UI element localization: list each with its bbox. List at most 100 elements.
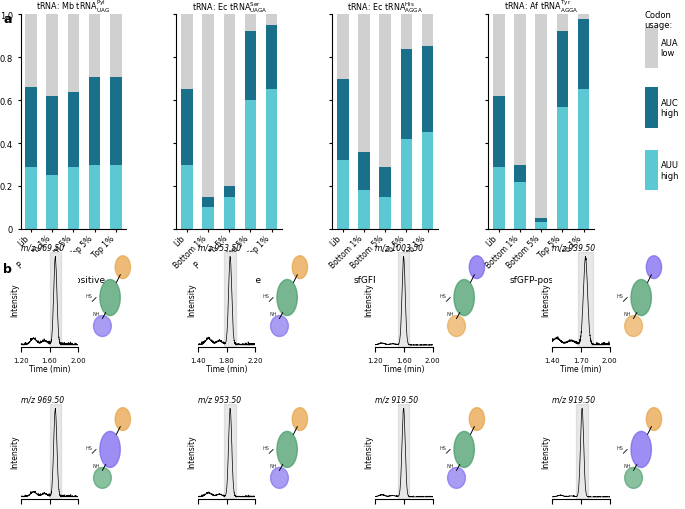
Ellipse shape [271, 316, 288, 337]
Bar [25, 15, 37, 88]
Text: HS: HS [86, 445, 92, 450]
Title: Synthetase: MbPylRS
tRNA: Mb tRNA$^{\rm Pyl}_{\rm UAG}$: Synthetase: MbPylRS tRNA: Mb tRNA$^{\rm … [31, 0, 116, 15]
Title: Synthetase: EcSerRS
tRNA: Ec tRNA$^{\rm Ser}_{\rm UAGA}$: Synthetase: EcSerRS tRNA: Ec tRNA$^{\rm … [188, 0, 271, 15]
Text: NH: NH [92, 463, 100, 468]
Y-axis label: Intensity: Intensity [10, 283, 19, 317]
Ellipse shape [271, 468, 288, 489]
Y-axis label: Intensity: Intensity [364, 435, 373, 468]
Y-axis label: Intensity: Intensity [541, 435, 550, 468]
Circle shape [115, 257, 130, 279]
Bar [225, 252, 236, 347]
Bar [514, 182, 526, 230]
Ellipse shape [631, 280, 651, 316]
Text: m/z 939.50: m/z 939.50 [551, 243, 595, 252]
Bar [47, 176, 58, 230]
Text: m/z 919.50: m/z 919.50 [375, 395, 418, 404]
Ellipse shape [100, 280, 121, 316]
Bar [398, 252, 410, 347]
Bar [110, 77, 121, 165]
Ellipse shape [454, 280, 474, 316]
Ellipse shape [100, 432, 121, 468]
Bar [68, 92, 79, 167]
Bar [401, 15, 412, 49]
Bar [202, 15, 214, 197]
Bar [89, 77, 101, 165]
Text: NH: NH [447, 463, 454, 468]
Text: NH: NH [623, 312, 631, 317]
FancyBboxPatch shape [645, 150, 658, 191]
X-axis label: Time (min): Time (min) [29, 364, 71, 373]
Text: NH: NH [623, 463, 631, 468]
Y-axis label: Intensity: Intensity [10, 435, 19, 468]
Bar [245, 101, 256, 230]
Text: HS: HS [440, 294, 447, 299]
Text: NH: NH [269, 312, 277, 317]
Bar [245, 15, 256, 33]
Circle shape [292, 257, 308, 279]
Text: NH: NH [92, 312, 100, 317]
X-axis label: Time (min): Time (min) [560, 364, 601, 373]
Bar [110, 165, 121, 230]
X-axis label: Time (min): Time (min) [383, 364, 424, 373]
FancyBboxPatch shape [645, 88, 658, 129]
X-axis label: Time (min): Time (min) [206, 364, 247, 373]
Bar [182, 15, 193, 90]
Text: m/z 969.50: m/z 969.50 [21, 243, 64, 252]
X-axis label: sfGFP-positive: sfGFP-positive [41, 275, 105, 285]
Bar [49, 252, 61, 347]
X-axis label: sfGFP-positive: sfGFP-positive [509, 275, 573, 285]
Bar [337, 15, 349, 79]
Text: HS: HS [262, 445, 269, 450]
Text: a: a [3, 13, 12, 25]
Bar [245, 33, 256, 101]
Bar [47, 97, 58, 176]
Bar [225, 404, 236, 499]
X-axis label: sfGFP-positive: sfGFP-positive [353, 275, 417, 285]
Ellipse shape [94, 316, 112, 337]
Bar [422, 133, 434, 230]
Bar [89, 165, 101, 230]
Text: AUA
low: AUA low [660, 39, 678, 58]
Text: AUU
high: AUU high [660, 161, 679, 180]
Bar [337, 79, 349, 161]
Bar [25, 88, 37, 167]
Text: AUC
high: AUC high [660, 99, 679, 118]
Bar [266, 26, 277, 90]
Text: HS: HS [262, 294, 269, 299]
Bar [557, 33, 568, 107]
Bar [514, 165, 526, 182]
Bar [182, 90, 193, 165]
Bar [493, 97, 505, 167]
Bar [379, 197, 391, 230]
Bar [422, 47, 434, 133]
Text: m/z 969.50: m/z 969.50 [21, 395, 64, 404]
Ellipse shape [277, 280, 297, 316]
Ellipse shape [277, 432, 297, 468]
Bar [536, 223, 547, 230]
Circle shape [115, 408, 130, 431]
Text: HS: HS [440, 445, 447, 450]
FancyBboxPatch shape [645, 28, 658, 69]
Bar [379, 167, 391, 197]
Circle shape [647, 408, 662, 431]
Bar [577, 252, 593, 347]
Bar [223, 15, 235, 187]
Bar [47, 15, 58, 97]
Bar [493, 167, 505, 230]
Ellipse shape [447, 316, 465, 337]
Bar [398, 404, 410, 499]
Y-axis label: Intensity: Intensity [364, 283, 373, 317]
Text: HS: HS [86, 294, 92, 299]
Bar [266, 90, 277, 230]
Text: m/z 919.50: m/z 919.50 [551, 395, 595, 404]
Bar [202, 197, 214, 208]
Text: m/z 953.50: m/z 953.50 [197, 243, 240, 252]
X-axis label: sfGFP-positive: sfGFP-positive [197, 275, 262, 285]
Ellipse shape [454, 432, 474, 468]
Bar [223, 197, 235, 230]
Bar [422, 15, 434, 47]
Ellipse shape [625, 316, 643, 337]
Bar [557, 107, 568, 230]
Bar [536, 219, 547, 223]
Bar [576, 404, 588, 499]
